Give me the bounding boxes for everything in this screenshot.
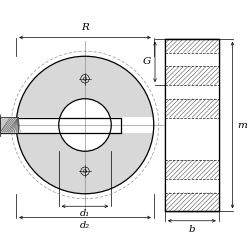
- Bar: [165, 179, 219, 192]
- Bar: [165, 52, 219, 66]
- Bar: [0, 118, 206, 132]
- Bar: [165, 39, 219, 52]
- Bar: [165, 39, 219, 211]
- Bar: [165, 160, 219, 179]
- Bar: [165, 39, 219, 211]
- Bar: [0, 118, 18, 132]
- Text: d₂: d₂: [80, 220, 90, 230]
- Bar: [165, 118, 219, 160]
- Text: m: m: [237, 120, 247, 130]
- Text: G: G: [143, 58, 151, 66]
- Text: d₁: d₁: [80, 209, 90, 218]
- Bar: [165, 99, 219, 117]
- Text: b: b: [188, 224, 195, 234]
- Bar: [165, 66, 219, 85]
- Text: R: R: [81, 24, 89, 32]
- Circle shape: [59, 99, 111, 151]
- Bar: [165, 85, 219, 99]
- Bar: [165, 192, 219, 211]
- Wedge shape: [16, 56, 154, 194]
